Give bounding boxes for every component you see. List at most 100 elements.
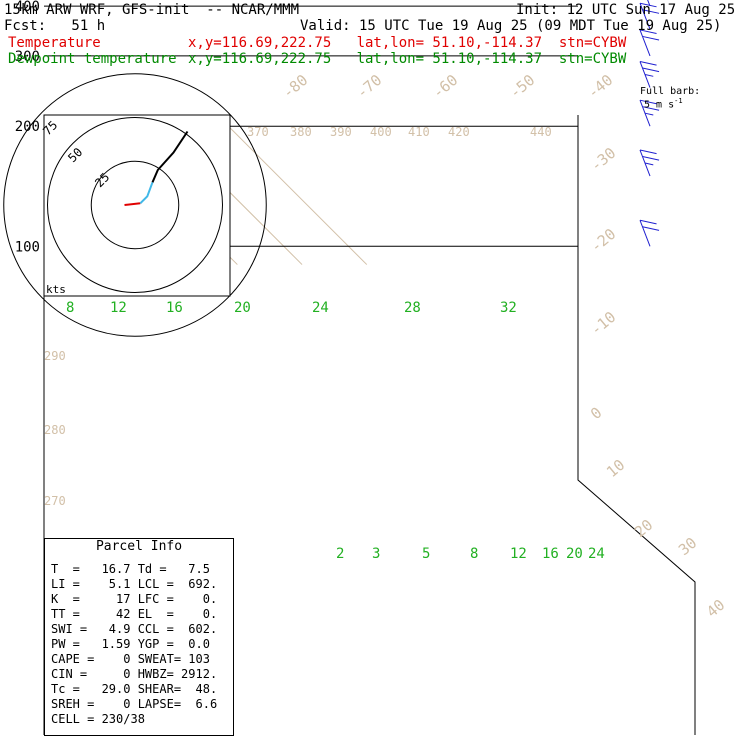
barb-key-unit: 5 m s-1: [644, 97, 683, 111]
valid-time: Valid: 15 UTC Tue 19 Aug 25 (09 MDT Tue …: [300, 18, 722, 34]
parcel-info-panel: Parcel Info T = 16.7 Td = 7.5 LI = 5.1 L…: [44, 538, 234, 736]
parcel-row: SWI = 4.9 CCL = 602.: [51, 622, 218, 636]
isotherm-label: -30: [587, 144, 619, 175]
isotherm-label: -10: [587, 308, 619, 339]
wind-barb-flag: [642, 9, 660, 14]
isotherm-label: -70: [353, 71, 385, 102]
wind-barb-staff: [639, 3, 651, 30]
hodograph-ring: [47, 117, 223, 293]
temperature-label: Temperature: [8, 35, 101, 51]
parcel-row: CIN = 0 HWBZ= 2912.: [51, 667, 218, 681]
isotherm-label: -60: [429, 71, 461, 102]
wind-barb: [639, 2, 660, 30]
wind-barb-flag: [644, 162, 654, 166]
isotherm-line: [151, 115, 303, 265]
wind-barb-staff: [647, 0, 651, 7]
theta-label: 390: [330, 125, 352, 139]
moist-adiabat-label: 24: [312, 300, 329, 316]
wind-barb-flag: [642, 226, 660, 231]
theta-label: 270: [44, 494, 66, 508]
wind-barb-flag: [639, 29, 657, 35]
parcel-info-title: Parcel Info: [95, 539, 183, 554]
plot-right-border: [577, 115, 696, 735]
barb-key-title: Full barb:: [640, 86, 701, 97]
mixing-ratio-label: 2: [336, 546, 344, 562]
theta-label: 280: [44, 423, 66, 437]
wind-barb: [639, 219, 660, 247]
temperature-location-info: x,y=116.69,222.75 lat,lon= 51.10,-114.37…: [188, 35, 627, 51]
parcel-row: CAPE = 0 SWEAT= 103: [51, 652, 210, 666]
hodograph-trace-mid: [139, 181, 154, 205]
wind-barb: [639, 29, 660, 57]
theta-label: 370: [247, 125, 269, 139]
isotherm-line: [216, 115, 368, 265]
isotherm-label: -50: [506, 71, 538, 102]
mixing-ratio-label: 16: [542, 546, 559, 562]
mixing-ratio-label: 8: [470, 546, 478, 562]
pressure-tick-label: 200: [15, 119, 40, 135]
isotherm-label: 40: [703, 596, 728, 621]
hodograph-ring: [90, 160, 180, 250]
mixing-ratio-label: 20: [566, 546, 583, 562]
moist-adiabat-label: 16: [166, 300, 183, 316]
isotherm-label: -80: [279, 71, 311, 102]
wind-barb-flag: [642, 106, 660, 111]
theta-label: 400: [370, 125, 392, 139]
wind-barb: [639, 149, 660, 177]
hodograph-trace-high: [151, 130, 189, 183]
moist-adiabat-label: 32: [500, 300, 517, 316]
parcel-row: CELL = 230/38: [51, 712, 145, 726]
wind-barb-flag: [639, 149, 657, 155]
theta-label: 420: [448, 125, 470, 139]
mixing-ratio-label: 12: [510, 546, 527, 562]
forecast-hour: Fcst: 51 h: [4, 18, 106, 34]
wind-barb: [639, 61, 660, 88]
pressure-tick-label: 400: [15, 0, 40, 15]
wind-barb-flag: [639, 219, 657, 225]
parcel-row: SREH = 0 LAPSE= 6.6: [51, 697, 218, 711]
theta-label: 440: [530, 125, 552, 139]
hodograph-unit-label: kts: [46, 283, 66, 296]
isotherm-label: -40: [584, 71, 616, 102]
hodograph-trace-low: [124, 202, 141, 206]
isotherm-label: -20: [587, 225, 619, 256]
wind-barb-flag: [639, 61, 657, 66]
wind-barb-flag: [639, 99, 657, 105]
moist-adiabat-label: 28: [404, 300, 421, 316]
theta-label: 410: [408, 125, 430, 139]
isotherm-label: 20: [631, 516, 656, 541]
pressure-tick-label: 300: [15, 49, 40, 65]
parcel-row: LI = 5.1 LCL = 692.: [51, 577, 218, 591]
parcel-row: T = 16.7 Td = 7.5: [51, 562, 210, 576]
dewpoint-location-info: x,y=116.69,222.75 lat,lon= 51.10,-114.37…: [188, 51, 627, 67]
moist-adiabat-label: 20: [234, 300, 251, 316]
dewpoint-label: Dewpoint temperature: [8, 51, 177, 67]
moist-adiabat-label: 8: [66, 300, 74, 316]
mixing-ratio-label: 3: [372, 546, 380, 562]
isotherm-label: 10: [603, 456, 628, 481]
wind-barb: [639, 99, 660, 127]
hodograph-ring: [3, 73, 267, 337]
model-title: 15km ARW WRF, GFS-init -- NCAR/MMM: [4, 2, 300, 18]
moist-adiabat-label: 12: [110, 300, 127, 316]
wind-barb: [647, 0, 651, 7]
mixing-ratio-label: 5: [422, 546, 430, 562]
wind-barb-flag: [644, 112, 654, 116]
wind-barb-flag: [644, 74, 654, 77]
theta-label: 290: [44, 349, 66, 363]
wind-barb-staff: [639, 220, 651, 247]
parcel-row: K = 17 LFC = 0.: [51, 592, 218, 606]
wind-barb-flag: [642, 156, 660, 161]
parcel-row: PW = 1.59 YGP = 0.0: [51, 637, 210, 651]
isotherm-label: 30: [675, 534, 700, 559]
init-time: Init: 12 UTC Sun 17 Aug 25: [516, 2, 736, 18]
hodograph-frame: [43, 114, 231, 297]
parcel-row: Tc = 29.0 SHEAR= 48.: [51, 682, 218, 696]
theta-label: 380: [290, 125, 312, 139]
wind-barb-flag: [642, 35, 660, 41]
pressure-tick-label: 100: [15, 239, 40, 255]
parcel-row: TT = 42 EL = 0.: [51, 607, 218, 621]
wind-barb-flag: [642, 67, 660, 73]
isotherm-label: 0: [587, 403, 605, 423]
